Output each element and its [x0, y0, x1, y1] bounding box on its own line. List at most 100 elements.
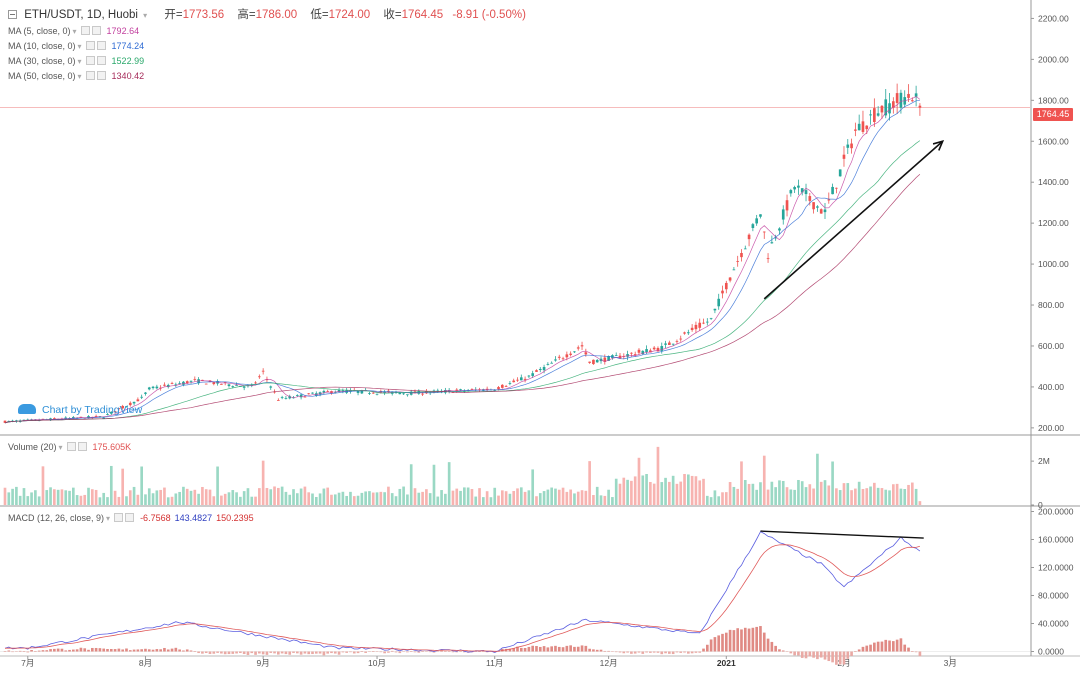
ma5-label: MA (5, close, 0): [8, 26, 71, 36]
macd-histogram-bar: [721, 633, 724, 652]
settings-icon[interactable]: [85, 71, 95, 80]
volume-bar: [516, 488, 519, 505]
price-axis-label: 1200.00: [1038, 218, 1069, 228]
macd-histogram-bar: [345, 651, 348, 653]
ma10-legend[interactable]: MA (10, close, 0) ▾ 1774.24: [8, 39, 144, 54]
tradingview-watermark[interactable]: Chart by TradingView: [18, 404, 142, 416]
volume-bar: [781, 480, 785, 505]
settings-icon[interactable]: [80, 26, 90, 35]
close-icon[interactable]: [91, 26, 101, 35]
macd-histogram-bar: [778, 649, 781, 652]
volume-bar: [239, 496, 242, 505]
volume-bar: [652, 483, 656, 505]
candle-body: [375, 393, 379, 395]
macd-histogram-bar: [774, 645, 777, 652]
chevron-down-icon[interactable]: ▾: [106, 514, 111, 523]
macd-histogram-bar: [178, 649, 181, 652]
candle-body: [535, 370, 538, 372]
volume-bar: [861, 488, 865, 505]
macd-histogram-bar: [254, 651, 257, 655]
candle-body: [193, 378, 197, 380]
chevron-down-icon[interactable]: ▾: [77, 42, 82, 51]
close-icon[interactable]: [96, 41, 106, 50]
candle-body: [918, 105, 922, 108]
candle-body: [368, 393, 371, 394]
macd-histogram-bar: [284, 651, 288, 655]
candle-body: [307, 393, 311, 395]
settings-icon[interactable]: [66, 442, 76, 451]
macd-histogram-bar: [182, 650, 185, 652]
chevron-down-icon[interactable]: ▾: [72, 27, 77, 36]
macd-histogram-bar: [652, 651, 656, 653]
candle-body: [132, 401, 136, 404]
macd-histogram-bar: [371, 651, 375, 652]
chevron-down-icon[interactable]: ▾: [77, 72, 82, 81]
macd-histogram-bar: [292, 651, 295, 653]
candle-body: [493, 390, 497, 392]
volume-bar: [842, 483, 846, 505]
volume-bar: [45, 490, 49, 505]
volume-bar: [409, 464, 413, 505]
chevron-down-icon[interactable]: ▾: [58, 443, 63, 452]
close-icon[interactable]: [96, 71, 106, 80]
macd-signal-line: [4, 544, 921, 652]
candle-body: [850, 143, 853, 149]
close-icon[interactable]: [77, 442, 87, 451]
volume-bar: [804, 487, 808, 505]
ma5-value: 1792.64: [106, 26, 140, 36]
volume-bar: [466, 487, 470, 505]
time-axis-label: 8月: [139, 658, 152, 668]
macd-legend[interactable]: MACD (12, 26, close, 9) ▾ -6.7568 143.4827 1…: [8, 511, 254, 526]
volume-bar: [546, 489, 550, 505]
macd-histogram-bar: [322, 651, 326, 656]
macd-histogram-bar: [535, 646, 538, 652]
trend-arrow-line: [763, 140, 944, 300]
close-icon[interactable]: [96, 56, 106, 65]
volume-bar: [242, 491, 246, 505]
macd-histogram-bar: [11, 651, 14, 653]
macd-histogram-bar: [588, 648, 591, 652]
candle-body: [690, 327, 694, 331]
settings-icon[interactable]: [85, 56, 95, 65]
settings-icon[interactable]: [85, 41, 95, 50]
last-price-tag: 1764.45: [1033, 108, 1073, 121]
macd-histogram-bar: [242, 651, 246, 655]
macd-histogram-bar: [561, 647, 565, 652]
macd-histogram-bar: [333, 651, 337, 654]
macd-histogram-bar: [102, 648, 106, 652]
volume-bar: [800, 481, 804, 505]
volume-bar: [258, 488, 261, 505]
time-axis-label: 10月: [368, 658, 386, 668]
volume-bar: [212, 496, 216, 505]
chevron-down-icon[interactable]: ▾: [143, 11, 148, 20]
volume-bar: [147, 488, 151, 505]
macd-histogram-bar: [740, 629, 743, 652]
volume-bar: [668, 481, 671, 505]
macd-histogram-bar: [626, 651, 629, 653]
candle-body: [269, 386, 273, 388]
ma30-legend[interactable]: MA (30, close, 0) ▾ 1522.99: [8, 54, 144, 69]
settings-icon[interactable]: [114, 513, 124, 522]
ma50-legend[interactable]: MA (50, close, 0) ▾ 1340.42: [8, 69, 144, 84]
candle-body: [387, 390, 390, 392]
macd-histogram-bar: [664, 651, 667, 654]
macd-axis-label: 120.0000: [1038, 563, 1074, 573]
ma5-legend[interactable]: MA (5, close, 0) ▾ 1792.64: [8, 24, 139, 39]
volume-bar: [94, 489, 98, 505]
volume-bar: [709, 497, 713, 505]
candle-body: [235, 385, 238, 386]
macd-histogram-bar: [838, 651, 842, 665]
close-icon[interactable]: [125, 513, 135, 522]
volume-bar: [679, 481, 683, 505]
price-axis-label: 2000.00: [1038, 54, 1069, 64]
volume-bar: [637, 457, 641, 505]
volume-bar: [482, 497, 485, 505]
macd-histogram-bar: [827, 651, 831, 662]
volume-legend[interactable]: Volume (20) ▾ 175.605K: [8, 440, 131, 455]
chevron-down-icon[interactable]: ▾: [77, 57, 82, 66]
time-axis-label: 12月: [600, 658, 618, 668]
symbol-label[interactable]: ETH/USDT, 1D, Huobi: [24, 9, 138, 21]
candle-body: [584, 352, 588, 355]
collapse-toggle-icon[interactable]: [8, 10, 17, 19]
